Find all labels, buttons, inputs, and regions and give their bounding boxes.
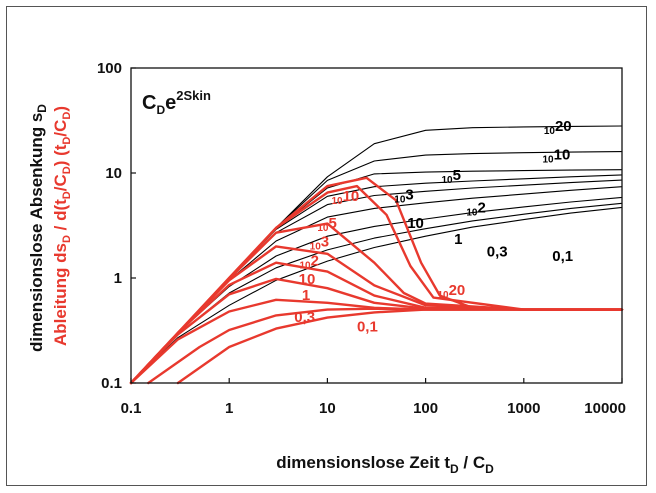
pressure-curve bbox=[130, 179, 623, 384]
derivative-curve-label: 105 bbox=[317, 215, 336, 234]
x-tick-label: 10 bbox=[319, 400, 336, 417]
series-label-layer: 0,10,3110102103105101010200,10,311010210… bbox=[294, 118, 573, 335]
y-axis-title: dimensionslose Absenkung sD bbox=[27, 104, 49, 352]
y-tick-label: 100 bbox=[97, 60, 122, 77]
pressure-curve-label: 103 bbox=[394, 186, 413, 205]
y-tick-label: 10 bbox=[105, 165, 122, 182]
derivative-curve bbox=[129, 184, 624, 385]
x-tick-label: 0.1 bbox=[121, 400, 142, 417]
series-layer bbox=[129, 125, 624, 385]
derivative-curve-label: 0,1 bbox=[357, 318, 378, 335]
pressure-curve bbox=[130, 196, 623, 384]
derivative-curve-label: 1020 bbox=[437, 282, 465, 301]
chart-frame bbox=[6, 6, 647, 486]
pressure-curve-label: 1 bbox=[454, 231, 462, 248]
pressure-curve-label: 0,3 bbox=[487, 244, 508, 261]
pressure-curve bbox=[130, 169, 623, 384]
derivative-curve bbox=[147, 307, 624, 385]
x-tick-label: 10000 bbox=[584, 400, 626, 417]
pressure-curve-label: 10 bbox=[407, 215, 424, 232]
pressure-curve bbox=[130, 206, 623, 384]
pressure-curve bbox=[130, 202, 623, 384]
chart-annotation: CDe2Skin bbox=[142, 88, 211, 117]
y-axis-title-derivative: Ableitung dsD / d(tD/CD) (tD/CD) bbox=[51, 106, 73, 346]
pressure-curve-label: 102 bbox=[466, 200, 485, 219]
y-tick-label: 1 bbox=[114, 270, 122, 287]
derivative-curve-label: 10 bbox=[299, 271, 316, 288]
derivative-curve-label: 0,3 bbox=[294, 309, 315, 326]
y-tick-label: 0.1 bbox=[101, 375, 122, 392]
derivative-curve bbox=[129, 176, 624, 385]
pressure-curve-label: 105 bbox=[441, 167, 460, 186]
pressure-curve-label: 0,1 bbox=[552, 248, 573, 265]
plot-area-border bbox=[130, 67, 623, 384]
x-axis-title: dimensionslose Zeit tD / CD bbox=[276, 453, 494, 476]
x-tick-label: 1 bbox=[225, 400, 233, 417]
derivative-curve bbox=[176, 308, 624, 385]
derivative-curve-label: 1 bbox=[302, 287, 310, 304]
pressure-curve-label: 1010 bbox=[542, 146, 570, 165]
derivative-curve-label: 102 bbox=[300, 252, 319, 271]
x-tick-label: 100 bbox=[413, 400, 438, 417]
x-tick-label: 1000 bbox=[507, 400, 540, 417]
derivative-curve-label: 103 bbox=[310, 233, 329, 252]
derivative-curve-label: 1010 bbox=[331, 188, 359, 207]
pressure-curve-label: 1020 bbox=[544, 118, 572, 137]
